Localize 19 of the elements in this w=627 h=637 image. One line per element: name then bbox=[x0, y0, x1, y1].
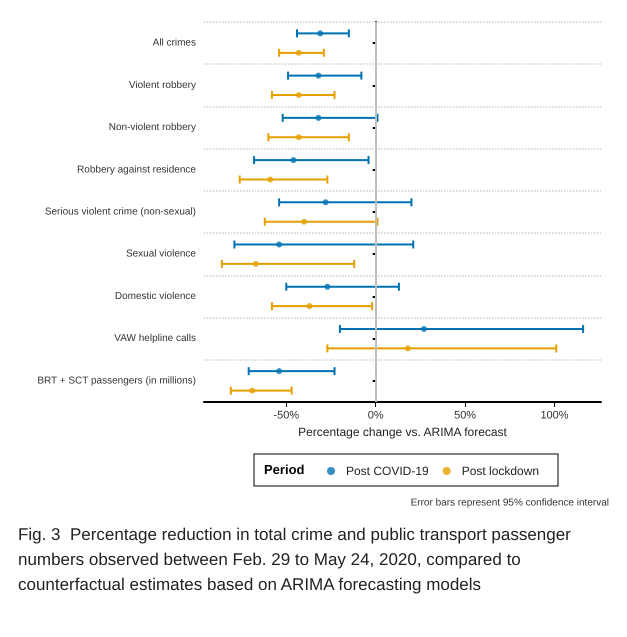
y-tick-label: Domestic violence bbox=[114, 290, 196, 302]
x-axis-title: Percentage change vs. ARIMA forecast bbox=[298, 425, 508, 439]
y-tick-label: All crimes bbox=[152, 38, 196, 49]
text: Error bars represent 95% confidence interval bbox=[410, 498, 610, 508]
y-tick-label: Serious violent crime (non-sexual) bbox=[44, 206, 196, 218]
x-tick-label: 50% bbox=[454, 410, 476, 422]
legend-title: Period bbox=[264, 462, 305, 477]
legend-label: Post COVID-19 bbox=[346, 464, 430, 478]
y-tick-label: Violent robbery bbox=[128, 80, 196, 91]
caption: Fig. 3 Percentage reduction in total crime and public transport passenger numbers observed between Feb. 29 to May 24, 2020, compared to counterfactual estimates based on ARIMA forecasting models bbox=[18, 525, 576, 594]
y-tick-label: Sexual violence bbox=[126, 248, 196, 260]
y-tick-label: VAW helpline calls bbox=[114, 333, 196, 344]
y-tick-label: Robbery against residence bbox=[77, 164, 196, 176]
legend-label: Post lockdown bbox=[462, 464, 540, 478]
y-tick-label: Non-violent robbery bbox=[108, 122, 196, 134]
x-tick-label: 0% bbox=[368, 410, 384, 422]
x-tick-label: 100% bbox=[540, 410, 569, 422]
x-tick-label: -50% bbox=[273, 410, 300, 422]
y-tick-label: BRT + SCT passengers (in millions) bbox=[37, 375, 196, 386]
